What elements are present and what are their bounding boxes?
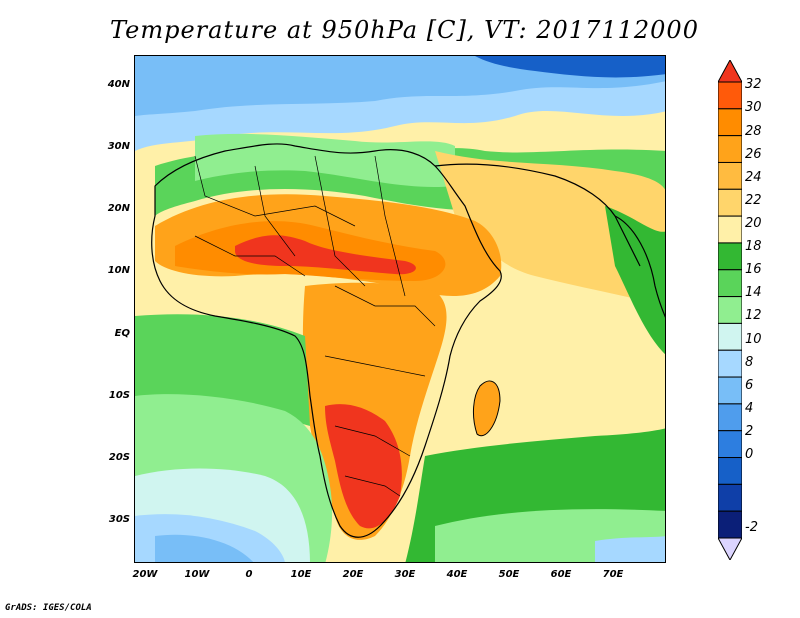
colorbar-label: 6	[745, 378, 754, 393]
lat-label: 10S	[108, 390, 130, 401]
colorbar-swatch	[718, 483, 742, 512]
lon-label: 0	[245, 569, 253, 580]
lat-label: EQ	[114, 328, 130, 339]
colorbar-label: 10	[745, 332, 762, 347]
colorbar-label: 12	[745, 308, 762, 323]
lon-label: 40E	[446, 569, 468, 580]
colorbar-label: 22	[745, 193, 762, 208]
lon-label: 70E	[602, 569, 624, 580]
india-green	[605, 206, 665, 354]
map-title: Temperature at 950hPa [C], VT: 201711200…	[110, 16, 699, 44]
grads-credit: GrADS: IGES/COLA	[5, 603, 92, 613]
colorbar-swatch	[718, 296, 742, 324]
lat-label: 30N	[107, 141, 130, 152]
lon-label: 20W	[132, 569, 158, 580]
colorbar-label: 2	[745, 424, 754, 439]
colorbar-swatch	[718, 135, 742, 163]
colorbar-swatch	[718, 108, 742, 137]
colorbar-swatch	[718, 349, 742, 378]
colorbar-swatch	[718, 510, 742, 539]
colorbar-swatch	[718, 322, 742, 351]
colorbar-swatch	[718, 81, 742, 110]
black-sea-cold	[475, 56, 665, 78]
arabia-coastline	[434, 163, 641, 267]
colorbar-label: 0	[745, 447, 754, 462]
colorbar-label: 18	[745, 239, 762, 254]
lon-label: 30E	[394, 569, 416, 580]
colorbar-top-arrow	[718, 60, 742, 83]
colorbar-label: 26	[745, 147, 762, 162]
africa-coastline	[151, 143, 502, 538]
lon-label: 10W	[184, 569, 210, 580]
north-cold-region	[135, 56, 665, 116]
sahel-hottest-core	[235, 235, 416, 275]
lon-label: 20E	[342, 569, 364, 580]
south-atlantic-coldest	[155, 534, 254, 562]
colorbar-swatch	[718, 188, 742, 217]
lon-label: 50E	[498, 569, 520, 580]
south-indian-cold	[595, 536, 665, 562]
colorbar-label: 4	[745, 401, 754, 416]
lat-label: 30S	[108, 514, 130, 525]
temperature-map	[134, 55, 666, 563]
kalahari-hot	[325, 404, 402, 529]
lat-label: 10N	[107, 265, 130, 276]
colorbar-swatch	[718, 457, 742, 485]
lon-label: 10E	[290, 569, 312, 580]
lat-label: 20N	[107, 203, 130, 214]
colorbar-label: 14	[745, 285, 762, 300]
colorbar-swatch	[718, 269, 742, 298]
colorbar-label: 28	[745, 124, 762, 139]
colorbar-label: 16	[745, 262, 762, 277]
colorbar-label: 20	[745, 216, 762, 231]
colorbar-label: 24	[745, 170, 762, 185]
colorbar-swatch	[718, 403, 742, 432]
lon-label: 60E	[550, 569, 572, 580]
colorbar-bottom-arrow	[718, 537, 742, 560]
colorbar-label: -2	[745, 520, 758, 535]
colorbar-swatch	[718, 215, 742, 244]
colorbar-swatch	[718, 376, 742, 405]
country-borders	[194, 155, 436, 497]
madagascar	[472, 380, 501, 437]
colorbar-swatch	[718, 430, 742, 459]
colorbar-label: 8	[745, 355, 754, 370]
arabia-warm	[435, 151, 665, 306]
colorbar-label: 30	[745, 100, 762, 115]
colorbar	[718, 60, 742, 560]
colorbar-label: 32	[745, 77, 762, 92]
lat-label: 20S	[108, 452, 130, 463]
colorbar-swatch	[718, 161, 742, 190]
colorbar-swatch	[718, 242, 742, 271]
lat-label: 40N	[107, 79, 130, 90]
sahara-cool-core	[195, 133, 455, 188]
india-coastline	[614, 215, 665, 318]
